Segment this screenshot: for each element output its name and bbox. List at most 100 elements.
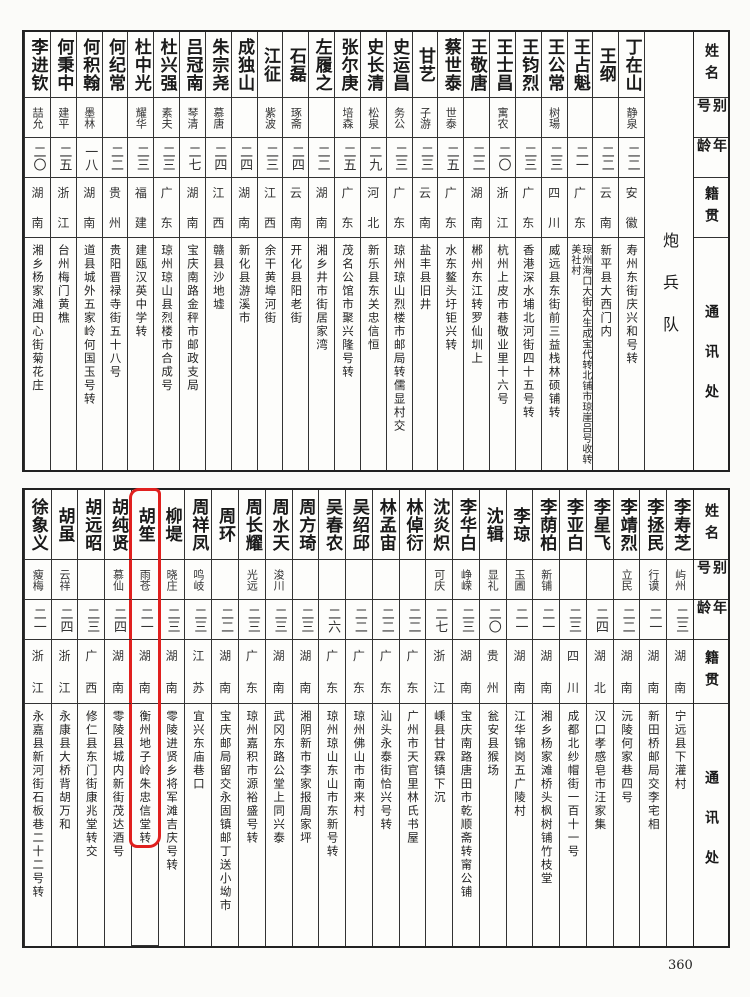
province-char: 南 <box>418 215 431 230</box>
person-name: 沈辑 <box>482 506 503 543</box>
person-address: 修仁县东门街康兆堂转交 <box>84 710 99 859</box>
province-char: 浙 <box>496 186 509 201</box>
person-address: 汕头永泰街恰兴号转 <box>379 710 394 832</box>
name-cell: 李星飞 <box>586 490 613 560</box>
page-number: 360 <box>668 958 693 973</box>
person-address: 永嘉县新河街石板巷二十二号转 <box>31 710 46 899</box>
roster-entry-column: 周长耀 光远 二三广东琼州嘉积市源裕盛号转 <box>237 490 265 946</box>
person-alias: 培森 <box>340 106 354 129</box>
person-alias: 静泉 <box>625 106 639 129</box>
province-char: 河 <box>367 186 380 201</box>
alias-cell <box>560 560 586 600</box>
person-name: 柳堤 <box>161 506 182 543</box>
name-cell: 林倬衍 <box>399 490 426 560</box>
header-cell-alias: 别号 <box>694 560 728 600</box>
province-char: 西 <box>212 215 225 230</box>
address-cell: 建瓯汉英中学转 <box>128 238 153 470</box>
province-char: 南 <box>31 215 44 230</box>
person-age: 二四 <box>111 606 127 633</box>
address-cell: 水东鳌头圩钜兴转 <box>438 238 463 470</box>
alias-cell: 务公 <box>386 98 412 138</box>
roster-entry-column: 李拯民 行谟 二一湖南新田桥邮局交李宅相 <box>639 490 667 946</box>
alias-cell <box>319 560 346 600</box>
person-age: 二四 <box>211 144 227 171</box>
age-cell: 二二 <box>613 600 640 640</box>
address-cell: 贵阳晋禄寺街五十八号 <box>103 238 128 470</box>
person-address: 江华锦岗五广陵村 <box>513 710 528 818</box>
province-char: 湖 <box>272 649 285 664</box>
person-alias: 紫波 <box>263 106 277 129</box>
age-cell: 二三 <box>128 138 154 178</box>
province-cell: 广东 <box>346 640 372 704</box>
address-cell: 郴州东江转罗仙圳上 <box>464 238 489 470</box>
province-char: 福 <box>134 186 147 201</box>
address-cell: 湘乡杨家滩桥头枫树铺竹枝堂 <box>533 704 559 946</box>
name-cell: 王敬唐 <box>464 32 490 98</box>
province-cell: 四川 <box>560 640 586 704</box>
person-alias: 光远 <box>245 568 259 591</box>
age-cell: 一八 <box>76 138 102 178</box>
province-cell: 湖南 <box>158 640 185 704</box>
person-name: 胡笙 <box>134 506 155 543</box>
province-cell: 广西 <box>78 640 105 704</box>
name-cell: 胡纯贤 <box>105 490 131 560</box>
name-cell: 杜兴强 <box>154 32 180 98</box>
name-cell: 李华白 <box>453 490 479 560</box>
roster-entry-column: 甘艺 子游 二三云南盐丰县旧井 <box>411 32 438 470</box>
person-name: 周祥凤 <box>188 497 209 552</box>
province-cell: 云南 <box>412 178 438 238</box>
address-cell: 江华锦岗五广陵村 <box>507 704 533 946</box>
alias-cell: 云祥 <box>51 560 78 600</box>
person-name: 林倬衍 <box>402 497 423 552</box>
person-alias: 玉圃 <box>513 568 527 591</box>
address-cell: 宝庆南路金秤市邮政支局 <box>180 238 205 470</box>
province-char: 广 <box>379 649 392 664</box>
person-name: 甘艺 <box>414 46 435 83</box>
province-char: 南 <box>599 215 612 230</box>
section-label: 炮兵队 <box>660 232 679 358</box>
person-age: 二三 <box>164 606 180 633</box>
age-cell: 二三 <box>515 138 541 178</box>
name-cell: 胡笙 <box>131 490 158 560</box>
alias-cell <box>102 98 128 138</box>
province-char: 南 <box>513 680 526 695</box>
person-alias: 树瑒 <box>547 106 561 129</box>
person-address: 威远县东街前三益栈林硕铺转 <box>547 244 562 420</box>
roster-entry-column: 左履之 二二湖南湘乡井市街居家湾 <box>308 32 335 470</box>
name-cell: 柳堤 <box>158 490 185 560</box>
name-cell: 何纪常 <box>102 32 128 98</box>
address-cell: 赣县沙地墟 <box>206 238 231 470</box>
age-cell: 二一 <box>506 600 533 640</box>
province-char: 湖 <box>219 649 232 664</box>
province-char: 四 <box>567 649 580 664</box>
province-cell: 广东 <box>154 178 180 238</box>
address-cell: 嵊县甘霖镇下沉 <box>426 704 452 946</box>
province-cell: 贵州 <box>102 178 128 238</box>
alias-cell <box>372 560 399 600</box>
person-age: 二三 <box>566 606 582 633</box>
name-cell: 李琼 <box>506 490 533 560</box>
person-name: 王钧烈 <box>518 37 539 92</box>
address-cell: 茂名公馆市聚兴隆号转 <box>335 238 360 470</box>
person-address: 道县城外五家岭何国玉号转 <box>82 244 97 406</box>
alias-cell: 慕仙 <box>105 560 131 600</box>
person-age: 二四 <box>237 144 253 171</box>
province-char: 北 <box>593 680 606 695</box>
person-age: 二三 <box>392 144 408 171</box>
person-alias: 雨苍 <box>138 568 152 591</box>
address-cell: 琼州海口大街大生成宝代转北铺市琼崖吕号收转美社村 <box>568 238 593 470</box>
province-char: 广 <box>352 649 365 664</box>
province-char: 云 <box>289 186 302 201</box>
name-cell: 江征 <box>257 32 283 98</box>
roster-entry-column: 杜中光 耀华 二三福建建瓯汉英中学转 <box>127 32 154 470</box>
address-cell: 新田桥邮局交李宅相 <box>640 704 666 946</box>
person-alias: 新铺 <box>539 568 553 591</box>
province-char: 湖 <box>299 649 312 664</box>
roster-entry-column: 史长清 松泉 二九河北新乐县东关忠信恒 <box>359 32 386 470</box>
age-cell: 二三 <box>453 600 479 640</box>
province-char: 贵 <box>109 186 122 201</box>
person-age: 二一 <box>30 606 46 633</box>
header-cell-province: 籍贯 <box>694 178 728 238</box>
roster-entry-column: 胡笙 雨苍 二一湖南衡州地子岭朱忠信堂转 <box>128 488 161 946</box>
address-cell: 零陵县城内新街茂达酒号 <box>105 704 131 946</box>
